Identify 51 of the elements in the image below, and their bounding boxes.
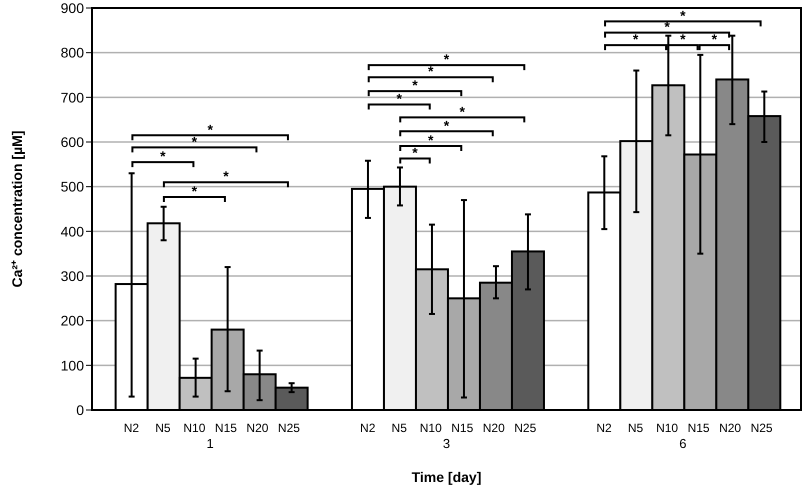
- annotation: *: [460, 103, 466, 120]
- text: N10: [420, 421, 442, 435]
- text: N2: [360, 421, 376, 435]
- annotation: *: [207, 121, 214, 138]
- y-tick-label: 800: [60, 44, 84, 61]
- x-tick-label: 1: [206, 436, 214, 451]
- annotation: *: [444, 117, 450, 134]
- x-tick-label: 3: [442, 436, 450, 451]
- series-label: N10: [183, 421, 206, 435]
- annotation: *: [223, 168, 230, 184]
- y-tick-label: 100: [60, 357, 84, 374]
- y-axis-title: Ca²⁺ concentration [µM]: [9, 130, 25, 288]
- annotation: *: [396, 90, 403, 106]
- x-tick-label: 6: [679, 436, 686, 451]
- y-tick-label: 300: [60, 268, 84, 284]
- series-label: N15: [214, 421, 238, 435]
- text: N20: [719, 421, 742, 435]
- text: N2: [596, 421, 612, 435]
- text: N5: [628, 421, 644, 435]
- y-tick-label: 400: [60, 223, 84, 240]
- text: N5: [392, 421, 407, 435]
- text: N25: [750, 421, 773, 435]
- annotation: *: [680, 7, 686, 24]
- series-label: N25: [278, 421, 300, 435]
- annotation: *: [428, 63, 434, 80]
- annotation: *: [444, 51, 450, 68]
- text: N10: [656, 421, 678, 435]
- y-tick-label: 200: [60, 312, 84, 329]
- series-label: N5: [155, 421, 171, 435]
- series-label: N2: [124, 421, 140, 435]
- text: N25: [514, 421, 536, 435]
- annotation: *: [428, 132, 434, 148]
- annotation: *: [412, 144, 418, 161]
- annotation: *: [192, 133, 198, 150]
- y-tick-label: 0: [76, 402, 84, 418]
- series-label: N20: [246, 421, 269, 435]
- annotation: *: [412, 77, 418, 94]
- annotation: *: [160, 148, 166, 164]
- annotation: *: [632, 31, 639, 48]
- x-axis-title: Time [day]: [412, 469, 482, 485]
- annotation: *: [664, 18, 670, 35]
- y-tick-label: 900: [60, 0, 84, 16]
- annotation: *: [192, 182, 198, 199]
- text: N20: [482, 421, 505, 435]
- annotation: *: [712, 31, 718, 48]
- annotation: *: [680, 31, 686, 48]
- text: N15: [451, 421, 474, 435]
- y-tick-label: 700: [60, 89, 84, 106]
- y-tick-label: 500: [60, 178, 84, 195]
- text: N15: [688, 421, 710, 435]
- y-tick-label: 600: [60, 134, 84, 150]
